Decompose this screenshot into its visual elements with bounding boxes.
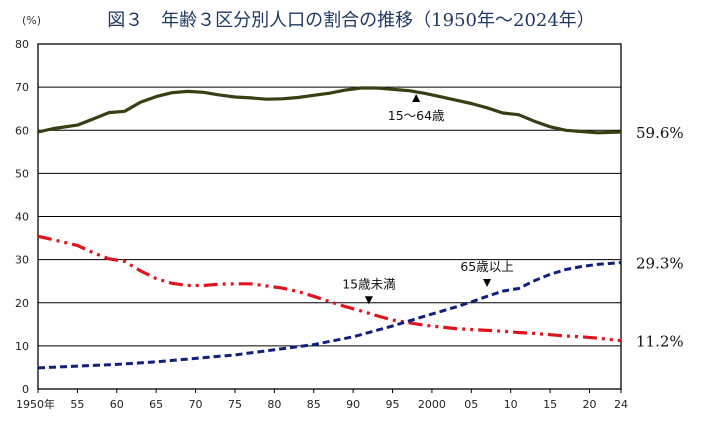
x-tick-label-1980: 80: [267, 398, 281, 411]
end-value-label-3: 29.3%: [636, 255, 684, 273]
x-tick-label-1970: 70: [189, 398, 203, 411]
annotation-label-1: 15～64歳: [388, 108, 445, 123]
y-axis-ticks: 0 10 20 30 40 50 60 70 80: [15, 38, 29, 396]
y-tick-label-60: 60: [15, 124, 29, 137]
x-tick-label-2015: 15: [543, 398, 557, 411]
y-tick-label-50: 50: [15, 167, 29, 180]
y-tick-label-20: 20: [15, 297, 29, 310]
series-annotations: 15～64歳 15歳未満 65歳以上: [342, 94, 514, 304]
x-tick-label-1950: 1950年: [16, 397, 55, 411]
y-tick-label-70: 70: [15, 81, 29, 94]
series-line-2: [38, 236, 621, 340]
y-tick-label-30: 30: [15, 254, 29, 267]
x-tick-label-2010: 10: [504, 398, 518, 411]
x-tick-label-2000: 2000: [418, 398, 446, 411]
x-tick-label-1955: 55: [70, 398, 84, 411]
population-share-line-chart: 図３ 年齢３区分別人口の割合の推移（1950年～2024年） (%) 0 10 20…: [0, 0, 702, 426]
x-tick-label-2024: 24: [614, 398, 628, 411]
x-tick-label-1995: 95: [386, 398, 400, 411]
end-value-label-2: 11.2%: [636, 333, 684, 351]
x-tick-label-1985: 85: [307, 398, 321, 411]
series-line-3: [38, 263, 621, 368]
x-tick-label-2020: 20: [582, 398, 596, 411]
x-tick-label-1965: 65: [149, 398, 163, 411]
annotation-arrow-1: [412, 94, 420, 102]
y-tick-label-10: 10: [15, 340, 29, 353]
y-tick-label-0: 0: [22, 383, 29, 396]
x-tick-label-1960: 60: [110, 398, 124, 411]
series-end-labels: 59.6% 11.2% 29.3%: [636, 124, 684, 351]
x-tick-label-1975: 75: [228, 398, 242, 411]
x-axis-ticks: 1950年 55 60 65 70 75 80 85 90 95 2000 05 10 15 20 24: [16, 389, 628, 411]
y-axis-unit-label: (%): [22, 14, 41, 27]
annotation-label-3: 65歳以上: [460, 259, 513, 274]
x-tick-label-1990: 90: [346, 398, 360, 411]
gridlines: [38, 87, 621, 346]
annotation-arrow-3: [483, 279, 491, 287]
chart-title: 図３ 年齢３区分別人口の割合の推移（1950年～2024年）: [107, 10, 595, 31]
y-tick-label-80: 80: [15, 38, 29, 51]
y-tick-label-40: 40: [15, 211, 29, 224]
end-value-label-1: 59.6%: [636, 124, 684, 142]
annotation-label-2: 15歳未満: [342, 276, 395, 291]
series-line-1: [38, 88, 621, 133]
x-tick-label-2005: 05: [464, 398, 478, 411]
